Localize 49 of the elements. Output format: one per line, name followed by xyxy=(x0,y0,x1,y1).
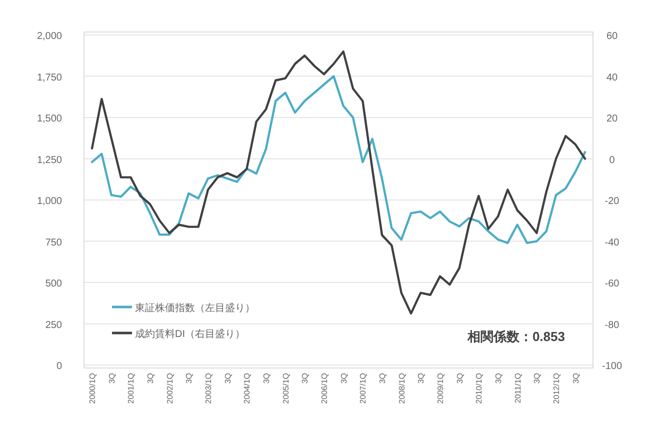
x-tick-label: 3Q xyxy=(455,373,464,384)
line-series xyxy=(90,75,586,244)
x-tick-label: 3Q xyxy=(146,373,155,384)
x-tick-label: 2000/1Q xyxy=(88,373,97,404)
line-series xyxy=(90,50,586,315)
y2-tick-label: -60 xyxy=(604,278,620,290)
x-tick-label: 2002/1Q xyxy=(165,373,174,404)
x-tick-label: 3Q xyxy=(300,373,310,384)
x-tick-label: 2009/1Q xyxy=(436,373,445,404)
x-tick-label: 2001/1Q xyxy=(126,373,136,404)
x-tick-label: 2012/1Q xyxy=(552,373,561,404)
y2-tick-label: -80 xyxy=(604,320,620,331)
x-tick-label: 2003/1Q xyxy=(204,373,213,404)
legend-label: 成約賃料DI（右目盛り） xyxy=(135,328,245,340)
y2-tick-label: 40 xyxy=(606,72,618,84)
y-tick-label: 750 xyxy=(45,237,62,248)
y2-tick-label: 60 xyxy=(606,31,618,42)
x-tick-label: 3Q xyxy=(184,373,194,384)
x-tick-label: 3Q xyxy=(223,373,232,384)
x-tick-label: 3Q xyxy=(532,373,542,384)
y-tick-label: 2,000 xyxy=(36,31,62,42)
annotation: 相関係数：0.853 xyxy=(466,329,565,344)
x-tick-label: 2008/1Q xyxy=(397,373,406,404)
y2-tick-label: 20 xyxy=(606,114,618,124)
x-tick-label: 2010/1Q xyxy=(474,373,484,404)
y-tick-label: 0 xyxy=(56,361,62,372)
y-tick-label: 500 xyxy=(45,278,62,290)
y-tick-label: 1,250 xyxy=(36,154,62,166)
x-tick-label: 2011/1Q xyxy=(513,373,522,404)
y2-tick-label: -100 xyxy=(602,361,622,372)
x-tick-label: 3Q xyxy=(107,373,116,384)
x-tick-label: 2006/1Q xyxy=(320,373,329,404)
y-tick-label: 1,000 xyxy=(36,196,62,207)
y2-tick-label: -20 xyxy=(604,196,620,207)
x-tick-label: 3Q xyxy=(494,373,503,384)
y-tick-label: 1,500 xyxy=(36,114,62,124)
x-tick-label: 2004/1Q xyxy=(242,373,252,404)
x-tick-label: 3Q xyxy=(416,373,426,384)
y-tick-label: 1,750 xyxy=(36,72,62,84)
x-tick-label: 2007/1Q xyxy=(358,373,368,404)
y2-tick-label: 0 xyxy=(609,154,616,166)
legend-label: 東証株価指数（左目盛り） xyxy=(135,302,255,314)
x-tick-label: 3Q xyxy=(262,373,271,384)
x-tick-label: 2005/1Q xyxy=(281,373,290,404)
x-tick-label: 3Q xyxy=(571,373,580,384)
x-tick-label: 3Q xyxy=(339,373,348,384)
y-tick-label: 250 xyxy=(45,320,62,331)
y2-tick-label: -40 xyxy=(604,237,620,248)
x-tick-label: 3Q xyxy=(378,373,387,384)
